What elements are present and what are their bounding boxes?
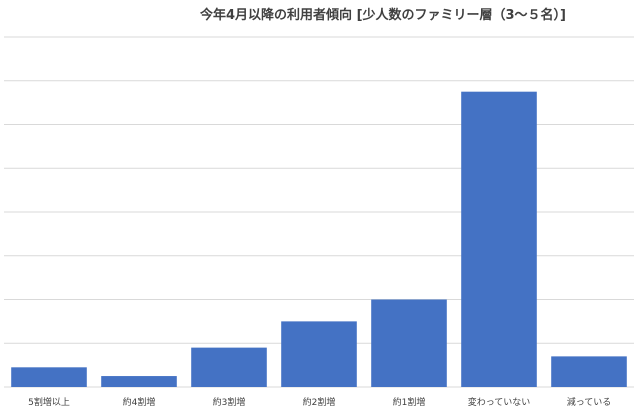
bar-3	[191, 347, 267, 387]
x-tick-label: 約2割増	[303, 396, 336, 408]
x-tick-label: 約4割増	[123, 396, 156, 408]
bar-1	[11, 367, 87, 387]
bar-7	[551, 356, 627, 387]
x-tick-label: 約3割増	[213, 396, 246, 408]
x-tick-label: 変わっていない	[468, 396, 531, 408]
x-tick-label: 約1割増	[393, 396, 426, 408]
bar-6	[461, 91, 537, 387]
x-tick-label: 5割増以上	[28, 396, 70, 408]
gridlines	[4, 36, 634, 388]
bar-2	[101, 376, 177, 387]
bar-4	[281, 321, 357, 387]
bar-5	[371, 299, 447, 387]
category-labels: 5割増以上 約4割増 約3割増 約2割増 約1割増 変わっていない 減っている	[28, 396, 611, 408]
x-tick-label: 減っている	[567, 396, 612, 408]
bars	[11, 91, 627, 387]
chart-title: 今年4月以降の利用者傾向 [少人数のファミリー層（3～５名）]	[199, 7, 566, 23]
